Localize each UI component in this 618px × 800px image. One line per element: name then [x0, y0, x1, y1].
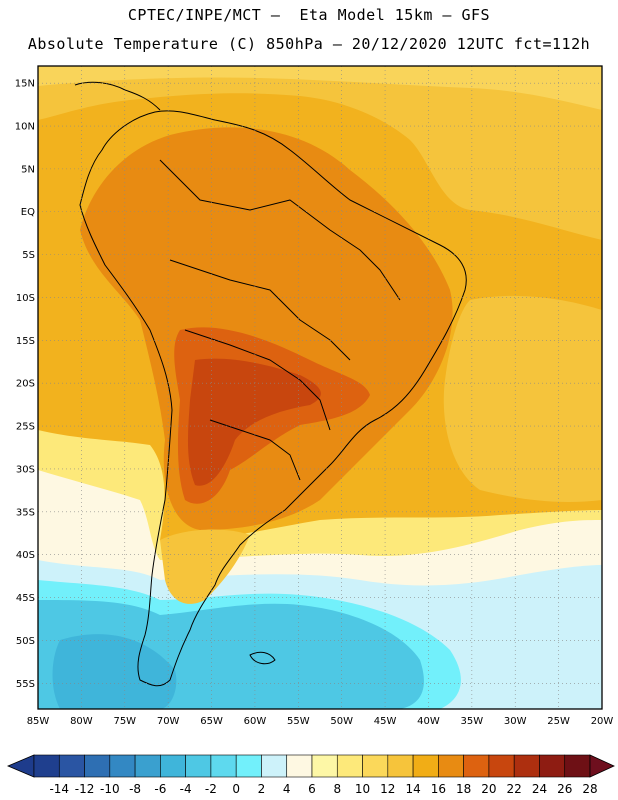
colorbar-tick-label: 26	[557, 782, 572, 796]
colorbar-tick-label: -2	[205, 782, 217, 796]
field-patagonia-warm	[160, 529, 250, 604]
colorbar-swatch	[387, 754, 414, 778]
plot-frame	[37, 65, 603, 710]
lat-tick-label: 45S	[16, 593, 35, 604]
lat-tick-label: 20S	[16, 379, 35, 390]
colorbar-swatch	[109, 754, 136, 778]
lat-tick-label: EQ	[21, 207, 35, 218]
border-northern	[159, 159, 401, 301]
colorbar-tick-label: 0	[232, 782, 240, 796]
colorbar-swatch	[513, 754, 540, 778]
colorbar-swatch	[311, 754, 338, 778]
longitude-labels: 85W 80W 75W 70W 65W 60W 55W 50W 45W 40W 35W 30W 25W 2…	[27, 716, 614, 727]
chart-title-line-2: Absolute Temperature (C) 850hPa – 20/12/…	[27, 35, 591, 53]
colorbar-swatch	[539, 754, 566, 778]
lat-tick-label: 50S	[16, 636, 35, 647]
colorbar-tick-label: 16	[431, 782, 446, 796]
colorbar-swatch	[185, 754, 212, 778]
lon-tick-label: 20W	[591, 716, 614, 727]
chart-title-line-1: CPTEC/INPE/MCT – Eta Model 15km – GFS	[127, 6, 491, 24]
field-north-band	[38, 66, 602, 240]
colorbar-tick-label: 6	[308, 782, 316, 796]
colorbar-swatch	[438, 754, 464, 778]
colorbar-swatch	[336, 754, 363, 778]
lon-tick-label: 50W	[330, 716, 353, 727]
border-central	[169, 259, 351, 361]
border-southern	[184, 329, 331, 431]
lon-tick-label: 85W	[27, 716, 50, 727]
colorbar-tick-label: -10	[100, 782, 120, 796]
field-polar-core	[52, 634, 177, 709]
falklands-outline	[249, 651, 276, 665]
lat-tick-label: 25S	[16, 422, 35, 433]
lon-tick-label: 60W	[244, 716, 267, 727]
colorbar-labels: -14 -12 -10 -8 -6 -4 -2 0 2 4 6 8 10 12 14 16 18 20 22 24 26…	[49, 782, 597, 796]
lon-tick-label: 25W	[547, 716, 570, 727]
colorbar-tick-label: 14	[405, 782, 420, 796]
lat-tick-label: 55S	[16, 679, 35, 690]
lat-tick-label: 15N	[15, 79, 35, 90]
colorbar-tick-label: 20	[481, 782, 496, 796]
field-caribbean-band	[38, 66, 602, 110]
colorbar-swatch	[261, 754, 288, 778]
lon-tick-label: 55W	[287, 716, 310, 727]
colorbar-tick-label: 12	[380, 782, 395, 796]
colorbar-swatch	[286, 754, 313, 778]
colorbar-swatch	[33, 754, 60, 778]
colorbar-high-arrow	[589, 754, 615, 778]
colorbar-tick-label: 10	[355, 782, 370, 796]
lat-tick-label: 40S	[16, 550, 35, 561]
colorbar-tick-label: 24	[532, 782, 547, 796]
colorbar-swatch	[564, 754, 591, 778]
colorbar-tick-label: -12	[75, 782, 95, 796]
colorbar-tick-label: -14	[49, 782, 69, 796]
colorbar-swatch	[488, 754, 515, 778]
lat-tick-label: 5S	[22, 250, 35, 261]
colorbar-tick-label: -6	[154, 782, 166, 796]
border-plata	[209, 419, 301, 481]
colorbar-tick-label: 2	[258, 782, 266, 796]
lon-tick-label: 80W	[70, 716, 93, 727]
lat-tick-label: 15S	[16, 336, 35, 347]
lat-tick-label: 10S	[16, 293, 35, 304]
colorbar-tick-label: -4	[180, 782, 192, 796]
lat-tick-label: 10N	[15, 122, 35, 133]
colorbar-tick-label: 22	[507, 782, 522, 796]
temperature-field	[38, 66, 602, 709]
lat-tick-label: 30S	[16, 464, 35, 475]
colorbar-tick-label: 8	[333, 782, 341, 796]
field-continent-warm	[80, 127, 453, 530]
colorbar-swatch	[412, 754, 439, 778]
colorbar-swatch	[235, 754, 262, 778]
colorbar-tick-label: -8	[129, 782, 141, 796]
lat-tick-label: 35S	[16, 507, 35, 518]
colorbar-low-arrow	[6, 754, 35, 778]
colorbar-swatch	[210, 754, 237, 778]
colorbar-tick-label: 4	[283, 782, 291, 796]
colorbar	[6, 754, 615, 778]
lon-tick-label: 30W	[504, 716, 527, 727]
lon-tick-label: 45W	[374, 716, 397, 727]
lon-tick-label: 35W	[461, 716, 484, 727]
colorbar-tick-label: 18	[456, 782, 471, 796]
lon-tick-label: 75W	[113, 716, 136, 727]
colorbar-swatch	[134, 754, 161, 778]
continent-outline	[79, 110, 467, 687]
colorbar-swatch	[362, 754, 389, 778]
lon-tick-label: 65W	[200, 716, 223, 727]
colorbar-tick-label: 28	[582, 782, 597, 796]
lon-tick-label: 70W	[157, 716, 180, 727]
field-hot-core	[187, 358, 321, 486]
colorbar-swatch	[84, 754, 111, 778]
colorbar-swatch	[160, 754, 186, 778]
lat-tick-label: 5N	[21, 164, 35, 175]
lon-tick-label: 40W	[417, 716, 440, 727]
colorbar-swatch	[463, 754, 490, 778]
colorbar-swatch	[58, 754, 85, 778]
field-atlantic-band	[443, 295, 602, 502]
latitude-labels: 15N 10N 5N EQ 5S 10S 15S 20S 25S 30S 35S 40S 45S 50S 5…	[15, 79, 35, 690]
